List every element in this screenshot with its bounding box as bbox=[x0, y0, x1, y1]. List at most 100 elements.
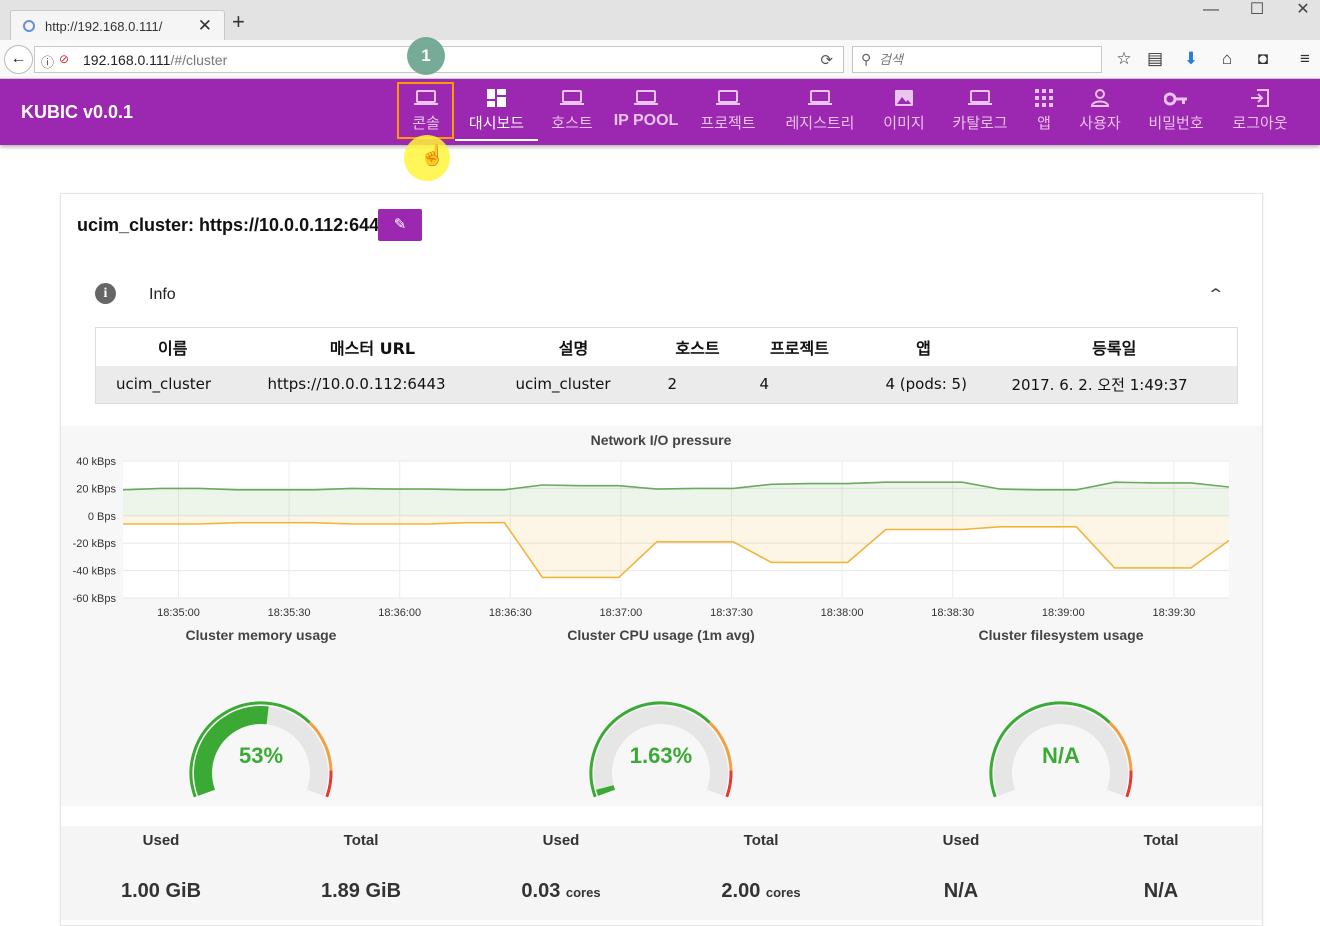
gauge-title: Cluster filesystem usage bbox=[979, 627, 1144, 643]
pocket-icon[interactable]: ◘ bbox=[1257, 49, 1269, 68]
gauge-band-orange bbox=[1108, 721, 1133, 771]
nav-users[interactable]: 사용자 bbox=[1072, 79, 1128, 141]
column-header: 호스트 bbox=[675, 338, 720, 358]
app-header: KUBIC v0.0.1 콘솔 대시보드 호스트 IP POOL 프로젝트 레지… bbox=[0, 79, 1320, 145]
browser-tab[interactable]: http://192.168.0.111/ ✕ bbox=[10, 10, 225, 41]
nav-label: 호스트 bbox=[551, 114, 593, 132]
cluster-info-table: 이름 매스터 URL 설명 호스트 프로젝트 앱 등록일 ucim_cluste… bbox=[95, 327, 1238, 404]
table-cell: https://10.0.0.112:6443 bbox=[249, 365, 496, 404]
nav-apps[interactable]: 앱 bbox=[1027, 79, 1061, 141]
memory-total-stat: Total 1.89 GiB bbox=[261, 826, 461, 903]
y-tick-label: -60 kBps bbox=[73, 593, 117, 605]
gauge-band-red bbox=[1125, 770, 1133, 798]
laptop-icon bbox=[612, 89, 680, 111]
info-section-label[interactable]: Info bbox=[149, 286, 176, 303]
download-arrow-icon[interactable]: ⬇ bbox=[1183, 49, 1199, 68]
stat-value: 1.00 GiB bbox=[120, 880, 202, 902]
charts-panel: Network I/O pressure 40 kBps 20 kBps 0 Bps… bbox=[61, 426, 1262, 806]
gauge-band-red bbox=[325, 770, 333, 798]
edit-button[interactable]: ✎ bbox=[378, 209, 422, 241]
nav-catalog[interactable]: 카탈로그 bbox=[944, 79, 1016, 141]
back-arrow-icon[interactable]: ← bbox=[4, 45, 33, 74]
gauge-value-label: 1.63% bbox=[630, 743, 692, 768]
gauge-title: Cluster CPU usage (1m avg) bbox=[567, 627, 755, 643]
nav-dashboard[interactable]: 대시보드 bbox=[455, 79, 538, 141]
insecure-lock-icon: ⊘ bbox=[59, 52, 70, 66]
cluster-title: ucim_cluster: https://10.0.0.112:6443 bbox=[77, 215, 390, 235]
series-area-0 bbox=[123, 482, 1229, 516]
browser-toolbar: ← ⓘ ⊘ 192.168.0.111/#/cluster ⟳ ⚲ ☆ ▤ ⬇ … bbox=[0, 40, 1320, 79]
stat-label: Used bbox=[942, 832, 980, 849]
tab-strip: http://192.168.0.111/ ✕ + — ☐ ✕ bbox=[0, 0, 1320, 41]
series-area-1 bbox=[123, 515, 1229, 578]
chevron-up-icon[interactable]: ⌃ bbox=[1206, 287, 1226, 304]
url-text[interactable]: 192.168.0.111/#/cluster bbox=[83, 52, 228, 68]
fs-used-stat: Used N/A bbox=[861, 826, 1061, 903]
browser-chrome: http://192.168.0.111/ ✕ + — ☐ ✕ ← ⓘ ⊘ 19… bbox=[0, 0, 1320, 79]
bookmark-star-icon[interactable]: ☆ bbox=[1116, 49, 1132, 68]
stat-unit: cores bbox=[765, 885, 801, 900]
table-cell: 4 (pods: 5) bbox=[855, 365, 992, 404]
window-close-icon[interactable]: ✕ bbox=[1296, 1, 1310, 18]
reading-list-icon[interactable]: ▤ bbox=[1146, 49, 1164, 68]
stat-value: 1.89 GiB bbox=[320, 880, 402, 902]
x-tick-label: 18:38:00 bbox=[821, 607, 864, 619]
gauge-track bbox=[594, 706, 728, 796]
cpu-total-stat: Total 2.00 cores bbox=[661, 826, 861, 903]
x-tick-label: 18:39:30 bbox=[1152, 607, 1195, 619]
cluster-card: ucim_cluster: https://10.0.0.112:6443 ✎ … bbox=[60, 193, 1263, 926]
table-cell: 2 bbox=[651, 365, 744, 404]
apps-grid-icon bbox=[1027, 89, 1061, 111]
nav-projects[interactable]: 프로젝트 bbox=[693, 79, 763, 141]
search-bar[interactable]: ⚲ bbox=[852, 46, 1102, 73]
gauge-value-label: 53% bbox=[239, 743, 283, 768]
gauge-band-green bbox=[589, 701, 711, 798]
gauge-title: Cluster memory usage bbox=[186, 627, 337, 643]
highlight-box bbox=[397, 82, 454, 139]
minimize-icon[interactable]: — bbox=[1203, 1, 1219, 18]
nav-logout[interactable]: 로그아웃 bbox=[1224, 79, 1296, 141]
nav-label: 대시보드 bbox=[468, 114, 525, 132]
column-header: 설명 bbox=[558, 338, 589, 358]
info-circle-icon[interactable]: ⓘ bbox=[41, 55, 55, 70]
x-tick-label: 18:36:00 bbox=[378, 607, 421, 619]
nav-label: 이미지 bbox=[883, 114, 925, 132]
nav-images[interactable]: 이미지 bbox=[876, 79, 932, 141]
nav-password[interactable]: 비밀번호 bbox=[1140, 79, 1212, 141]
info-icon: i bbox=[95, 283, 116, 304]
cursor-highlight bbox=[404, 135, 450, 181]
nav-label: 프로젝트 bbox=[700, 114, 756, 132]
laptop-icon bbox=[944, 89, 1016, 111]
table-row: ucim_cluster https://10.0.0.112:6443 uci… bbox=[95, 365, 1238, 404]
plot-area bbox=[123, 461, 1229, 598]
y-tick-label: 40 kBps bbox=[76, 456, 116, 468]
gauge-band-green bbox=[989, 701, 1111, 798]
column-header: 프로젝트 bbox=[770, 338, 829, 358]
stat-unit: cores bbox=[565, 885, 601, 900]
x-tick-label: 18:38:30 bbox=[931, 607, 974, 619]
app-brand: KUBIC v0.0.1 bbox=[21, 102, 134, 122]
search-input[interactable] bbox=[879, 50, 1089, 70]
nav-console[interactable]: 콘솔 bbox=[398, 79, 454, 141]
maximize-icon[interactable]: ☐ bbox=[1249, 1, 1265, 18]
stat-value: N/A bbox=[1143, 880, 1179, 902]
reload-icon[interactable]: ⟳ bbox=[820, 52, 833, 69]
gauge-fill bbox=[596, 785, 615, 796]
nav-hosts[interactable]: 호스트 bbox=[543, 79, 601, 141]
close-tab-icon[interactable]: ✕ bbox=[197, 16, 212, 35]
home-icon[interactable]: ⌂ bbox=[1221, 49, 1233, 68]
chart-title: Network I/O pressure bbox=[591, 432, 732, 448]
nav-registry[interactable]: 레지스트리 bbox=[776, 79, 864, 141]
column-header: 이름 bbox=[158, 338, 188, 358]
pencil-icon: ✎ bbox=[393, 216, 407, 233]
new-tab-icon[interactable]: + bbox=[232, 9, 245, 34]
nav-label: 앱 bbox=[1037, 114, 1051, 132]
menu-hamburger-icon[interactable]: ≡ bbox=[1300, 49, 1310, 68]
nav-ip-pool[interactable]: IP POOL bbox=[612, 79, 680, 141]
laptop-icon bbox=[543, 89, 601, 111]
series-line-0 bbox=[122, 481, 1230, 491]
table-cell: 4 bbox=[743, 365, 856, 404]
nav-label: 사용자 bbox=[1079, 114, 1121, 132]
laptop-icon bbox=[398, 89, 454, 111]
image-icon bbox=[876, 89, 932, 111]
